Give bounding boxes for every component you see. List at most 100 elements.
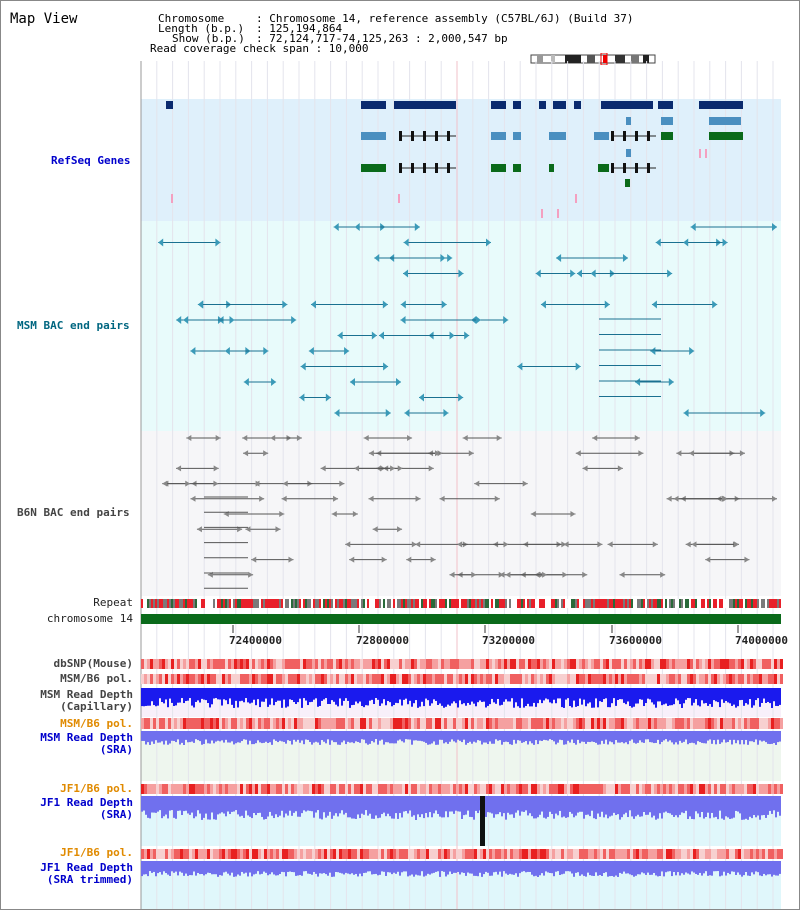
depth-bar — [575, 731, 577, 745]
depth-bar — [505, 731, 507, 742]
depth-bar — [267, 688, 269, 707]
jf1-b6-pol-label[interactable]: JF1/B6 pol. — [60, 782, 133, 795]
depth-bar — [473, 731, 475, 742]
depth-bar — [739, 688, 741, 701]
msm-depth-cap-label[interactable]: MSM Read Depth — [40, 688, 133, 701]
msm-depth-sra-label[interactable]: MSM Read Depth — [40, 731, 133, 744]
pol-mark — [219, 849, 222, 859]
depth-bar — [503, 731, 505, 743]
depth-bar — [411, 731, 413, 745]
depth-bar — [705, 731, 707, 744]
depth-bar — [673, 731, 675, 745]
b6n-bac-label[interactable]: B6N BAC end pairs — [17, 506, 130, 519]
depth-bar — [777, 688, 779, 707]
jf1-depth-trim-label[interactable]: JF1 Read Depth — [40, 861, 133, 874]
pol-mark — [666, 659, 669, 669]
depth-bar — [239, 731, 241, 743]
pol-mark — [675, 659, 678, 669]
depth-bar — [331, 861, 333, 877]
depth-bar — [423, 796, 425, 819]
depth-bar — [591, 861, 593, 876]
refseq-label[interactable]: RefSeq Genes — [51, 154, 131, 167]
depth-bar — [655, 731, 657, 743]
pol-mark — [264, 849, 267, 859]
repeat-mark — [293, 599, 295, 608]
pol-mark — [432, 659, 435, 669]
repeat-mark — [403, 599, 405, 608]
repeat-mark — [183, 599, 185, 608]
repeat-mark — [491, 599, 493, 608]
depth-bar — [157, 688, 159, 706]
repeat-mark — [287, 599, 289, 608]
pol-mark — [342, 784, 345, 794]
msm-b6-pol2-label[interactable]: MSM/B6 pol. — [60, 717, 133, 730]
depth-bar — [465, 861, 467, 876]
depth-bar — [227, 688, 229, 705]
depth-bar — [551, 688, 553, 704]
repeat-mark — [375, 599, 377, 608]
depth-bar — [577, 861, 579, 873]
repeat-mark — [419, 599, 421, 608]
pol-mark — [228, 718, 231, 729]
pol-mark — [201, 674, 204, 684]
dbsnp-label[interactable]: dbSNP(Mouse) — [53, 657, 133, 670]
depth-bar — [471, 861, 473, 874]
msm-bac-label[interactable]: MSM BAC end pairs — [17, 319, 130, 332]
repeat-mark — [715, 599, 717, 608]
jf1-depth-label[interactable]: JF1 Read Depth — [40, 796, 133, 809]
depth-bar — [347, 861, 349, 874]
pol-mark — [594, 659, 597, 669]
repeat-mark — [291, 599, 293, 608]
depth-bar — [393, 861, 395, 873]
pol-mark — [468, 849, 471, 859]
depth-bar — [593, 731, 595, 742]
depth-bar — [191, 861, 193, 876]
pol-mark — [348, 784, 351, 794]
depth-bar — [253, 688, 255, 700]
bac-end — [334, 409, 340, 417]
pol-mark — [657, 674, 660, 684]
pol-mark — [393, 659, 396, 669]
pol-mark — [591, 659, 594, 669]
pol-mark — [336, 849, 339, 859]
pol-mark — [531, 659, 534, 669]
msm-b6-pol-label[interactable]: MSM/B6 pol. — [60, 672, 133, 685]
chromosome-ideogram[interactable] — [529, 53, 659, 65]
depth-bar — [313, 796, 315, 818]
pol-mark — [402, 674, 405, 684]
depth-bar — [535, 861, 537, 876]
gene-exon — [411, 163, 414, 173]
depth-bar — [339, 731, 341, 745]
pol-mark — [561, 718, 564, 729]
depth-bar — [401, 731, 403, 742]
gene-exon — [435, 131, 438, 141]
bac-end — [655, 238, 661, 247]
jf1-b6-pol2-label[interactable]: JF1/B6 pol. — [60, 846, 133, 859]
pol-mark — [723, 849, 726, 859]
depth-bar — [623, 688, 625, 703]
pol-mark — [573, 674, 576, 684]
depth-bar — [729, 731, 731, 740]
depth-bar — [775, 688, 777, 706]
depth-bar — [489, 861, 491, 876]
pol-mark — [540, 659, 543, 669]
depth-bar — [635, 688, 637, 704]
depth-bar — [311, 796, 313, 812]
depth-bar — [325, 796, 327, 818]
depth-bar — [455, 796, 457, 811]
depth-bar — [773, 796, 775, 811]
depth-bar — [185, 731, 187, 740]
depth-bar — [335, 731, 337, 743]
pol-mark — [414, 784, 417, 794]
pol-mark — [645, 674, 648, 684]
repeat-mark — [531, 599, 533, 608]
pol-mark — [186, 674, 189, 684]
depth-bar — [521, 731, 523, 743]
depth-bar — [463, 861, 465, 873]
depth-bar — [337, 731, 339, 745]
pol-mark — [165, 674, 168, 684]
depth-bar — [555, 688, 557, 704]
depth-bar — [591, 688, 593, 708]
depth-bar — [687, 731, 689, 745]
